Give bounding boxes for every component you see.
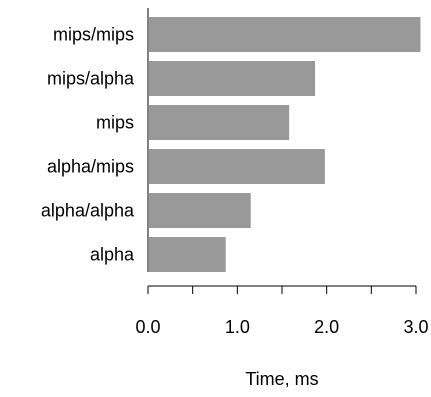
category-label: alpha/alpha [41, 201, 135, 221]
bar [149, 17, 421, 52]
x-axis-title: Time, ms [245, 369, 318, 389]
category-label: alpha/mips [47, 157, 134, 177]
category-label: mips [96, 113, 134, 133]
x-tick-label: 2.0 [314, 317, 339, 337]
bar [149, 193, 251, 228]
category-label: alpha [90, 245, 135, 265]
bars-layer [149, 17, 421, 272]
x-tick-label: 3.0 [403, 317, 428, 337]
x-tick-label: 1.0 [225, 317, 250, 337]
category-label: mips/mips [53, 25, 134, 45]
category-label: mips/alpha [47, 69, 135, 89]
category-labels-layer: mips/mips mips/alpha mips alpha/mips alpha/a… [41, 25, 135, 265]
bar [149, 237, 226, 272]
bar [149, 149, 325, 184]
x-ticks-layer: 0.0 1.0 2.0 3.0 [135, 286, 429, 337]
bar [149, 61, 316, 96]
x-tick-label: 0.0 [135, 317, 160, 337]
bar [149, 105, 290, 140]
